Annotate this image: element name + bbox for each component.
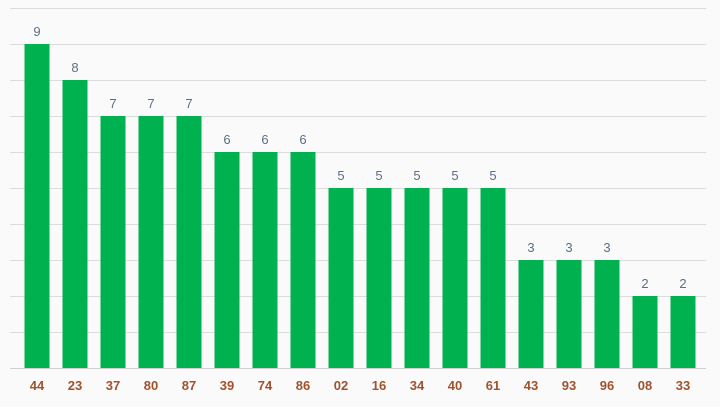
value-label-80: 7 — [147, 96, 154, 111]
x-tick-label-44: 44 — [30, 378, 45, 393]
value-label-93: 3 — [565, 240, 572, 255]
x-tick-label-16: 16 — [372, 378, 386, 393]
value-label-34: 5 — [413, 168, 420, 183]
x-tick-label-37: 37 — [106, 378, 120, 393]
x-tick-label-93: 93 — [562, 378, 576, 393]
bar-87[interactable] — [176, 116, 202, 368]
x-tick-label-61: 61 — [486, 378, 500, 393]
value-label-74: 6 — [261, 132, 268, 147]
value-label-87: 7 — [185, 96, 192, 111]
bar-40[interactable] — [442, 188, 468, 368]
bar-74[interactable] — [252, 152, 278, 368]
bar-37[interactable] — [100, 116, 126, 368]
bars — [24, 44, 696, 368]
bar-33[interactable] — [670, 296, 696, 368]
bar-93[interactable] — [556, 260, 582, 368]
bar-08[interactable] — [632, 296, 658, 368]
bar-80[interactable] — [138, 116, 164, 368]
x-tick-label-23: 23 — [68, 378, 82, 393]
x-tick-label-74: 74 — [258, 378, 273, 393]
x-tick-label-40: 40 — [448, 378, 462, 393]
bar-23[interactable] — [62, 80, 88, 368]
value-label-96: 3 — [603, 240, 610, 255]
bar-39[interactable] — [214, 152, 240, 368]
bar-44[interactable] — [24, 44, 50, 368]
x-tick-label-08: 08 — [638, 378, 652, 393]
x-tick-label-80: 80 — [144, 378, 158, 393]
bar-16[interactable] — [366, 188, 392, 368]
x-axis-tick-labels: 44 23 37 80 87 39 74 86 02 16 34 40 61 43 93 96 08 33 — [30, 378, 690, 393]
bar-43[interactable] — [518, 260, 544, 368]
bar-34[interactable] — [404, 188, 430, 368]
value-label-39: 6 — [223, 132, 230, 147]
value-label-86: 6 — [299, 132, 306, 147]
grid-lines — [10, 8, 706, 369]
value-label-61: 5 — [489, 168, 496, 183]
value-label-02: 5 — [337, 168, 344, 183]
bar-86[interactable] — [290, 152, 316, 368]
x-tick-label-33: 33 — [676, 378, 690, 393]
bar-61[interactable] — [480, 188, 506, 368]
value-label-23: 8 — [71, 60, 78, 75]
bar-02[interactable] — [328, 188, 354, 368]
value-labels: 9 8 7 7 7 6 6 6 5 5 5 5 5 3 3 3 2 2 — [33, 24, 686, 291]
x-tick-label-34: 34 — [410, 378, 425, 393]
x-tick-label-86: 86 — [296, 378, 310, 393]
x-tick-label-39: 39 — [220, 378, 234, 393]
value-label-44: 9 — [33, 24, 40, 39]
x-tick-label-96: 96 — [600, 378, 614, 393]
x-tick-label-02: 02 — [334, 378, 348, 393]
value-label-37: 7 — [109, 96, 116, 111]
value-label-40: 5 — [451, 168, 458, 183]
value-label-08: 2 — [641, 276, 648, 291]
x-tick-label-43: 43 — [524, 378, 538, 393]
x-tick-label-87: 87 — [182, 378, 196, 393]
value-label-33: 2 — [679, 276, 686, 291]
value-label-43: 3 — [527, 240, 534, 255]
bar-96[interactable] — [594, 260, 620, 368]
value-label-16: 5 — [375, 168, 382, 183]
